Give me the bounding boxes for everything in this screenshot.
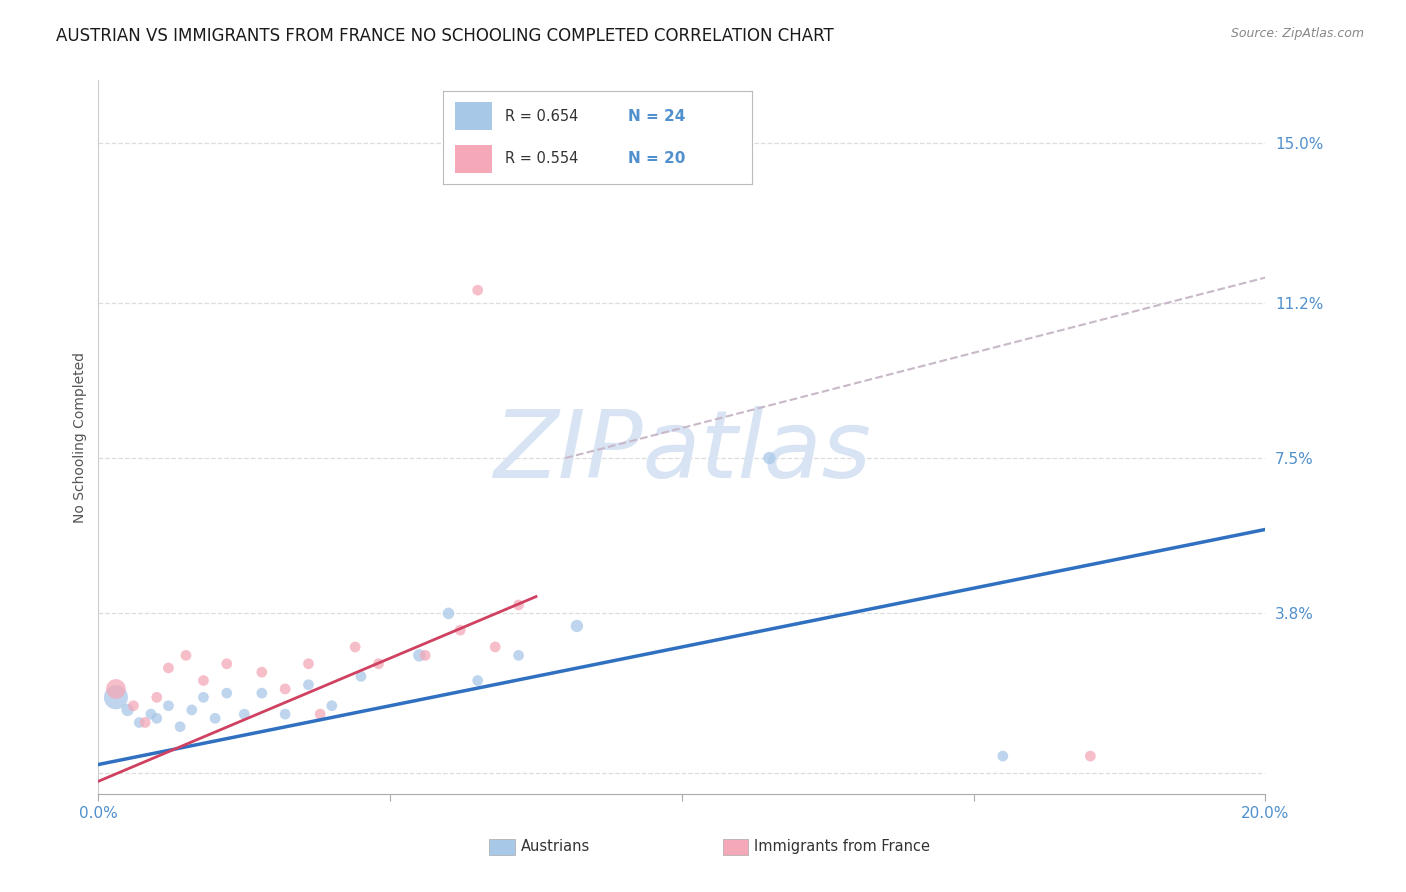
Point — [297, 657, 319, 671]
Point — [350, 669, 373, 683]
Point — [117, 703, 139, 717]
Point — [146, 711, 169, 725]
Point — [174, 648, 197, 663]
Point — [274, 681, 297, 696]
Point — [321, 698, 343, 713]
Y-axis label: No Schooling Completed: No Schooling Completed — [73, 351, 87, 523]
FancyBboxPatch shape — [723, 838, 748, 855]
Text: Austrians: Austrians — [520, 839, 591, 855]
Point — [408, 648, 430, 663]
Text: ZIPatlas: ZIPatlas — [494, 406, 870, 497]
Point — [508, 648, 530, 663]
Point — [104, 681, 127, 696]
Point — [169, 720, 191, 734]
Point — [250, 686, 273, 700]
Point — [215, 686, 238, 700]
Point — [274, 707, 297, 722]
Point — [297, 678, 319, 692]
Text: Source: ZipAtlas.com: Source: ZipAtlas.com — [1230, 27, 1364, 40]
Point — [250, 665, 273, 680]
Point — [467, 673, 489, 688]
Point — [484, 640, 506, 654]
FancyBboxPatch shape — [489, 838, 515, 855]
Point — [565, 619, 588, 633]
Point — [437, 607, 460, 621]
Point — [193, 690, 215, 705]
Point — [233, 707, 256, 722]
Point — [367, 657, 389, 671]
Text: Immigrants from France: Immigrants from France — [754, 839, 931, 855]
Point — [146, 690, 169, 705]
Point — [122, 698, 145, 713]
Point — [193, 673, 215, 688]
Point — [134, 715, 156, 730]
Point — [204, 711, 226, 725]
Point — [413, 648, 436, 663]
Point — [104, 690, 127, 705]
Point — [180, 703, 202, 717]
Point — [157, 698, 180, 713]
Point — [758, 451, 780, 466]
Text: AUSTRIAN VS IMMIGRANTS FROM FRANCE NO SCHOOLING COMPLETED CORRELATION CHART: AUSTRIAN VS IMMIGRANTS FROM FRANCE NO SC… — [56, 27, 834, 45]
Point — [344, 640, 367, 654]
Point — [309, 707, 332, 722]
Point — [508, 598, 530, 612]
Point — [139, 707, 162, 722]
Point — [157, 661, 180, 675]
Point — [991, 749, 1014, 764]
Point — [215, 657, 238, 671]
Point — [128, 715, 150, 730]
Point — [1080, 749, 1102, 764]
Point — [467, 283, 489, 297]
Point — [449, 623, 471, 637]
